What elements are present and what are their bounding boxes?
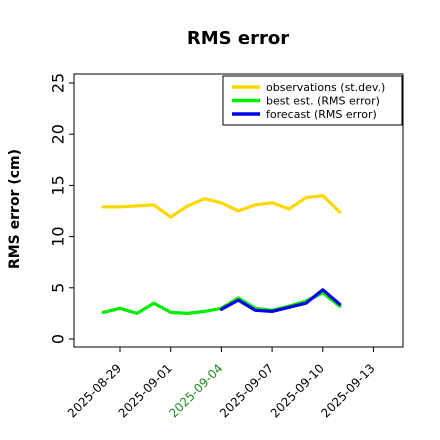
y-tick-label: 10 <box>49 226 68 246</box>
y-tick-label: 5 <box>49 283 68 293</box>
x-tick-label: 2025-09-13 <box>318 361 377 420</box>
legend: observations (st.dev.)best est. (RMS err… <box>222 75 403 126</box>
series-line-1 <box>101 194 342 219</box>
series-line-3 <box>219 288 342 313</box>
y-tick-label: 15 <box>49 175 68 195</box>
plot-frame <box>73 73 404 348</box>
chart-title: RMS error <box>187 28 289 49</box>
y-tick-label: 25 <box>49 73 68 93</box>
legend-label: best est. (RMS error) <box>266 95 380 108</box>
legend-label: observations (st.dev.) <box>266 81 385 94</box>
y-axis-label: RMS error (cm) <box>7 149 23 269</box>
y-tick-label: 0 <box>49 334 68 344</box>
y-tick-label: 20 <box>49 124 68 144</box>
legend-label: forecast (RMS error) <box>266 108 377 121</box>
